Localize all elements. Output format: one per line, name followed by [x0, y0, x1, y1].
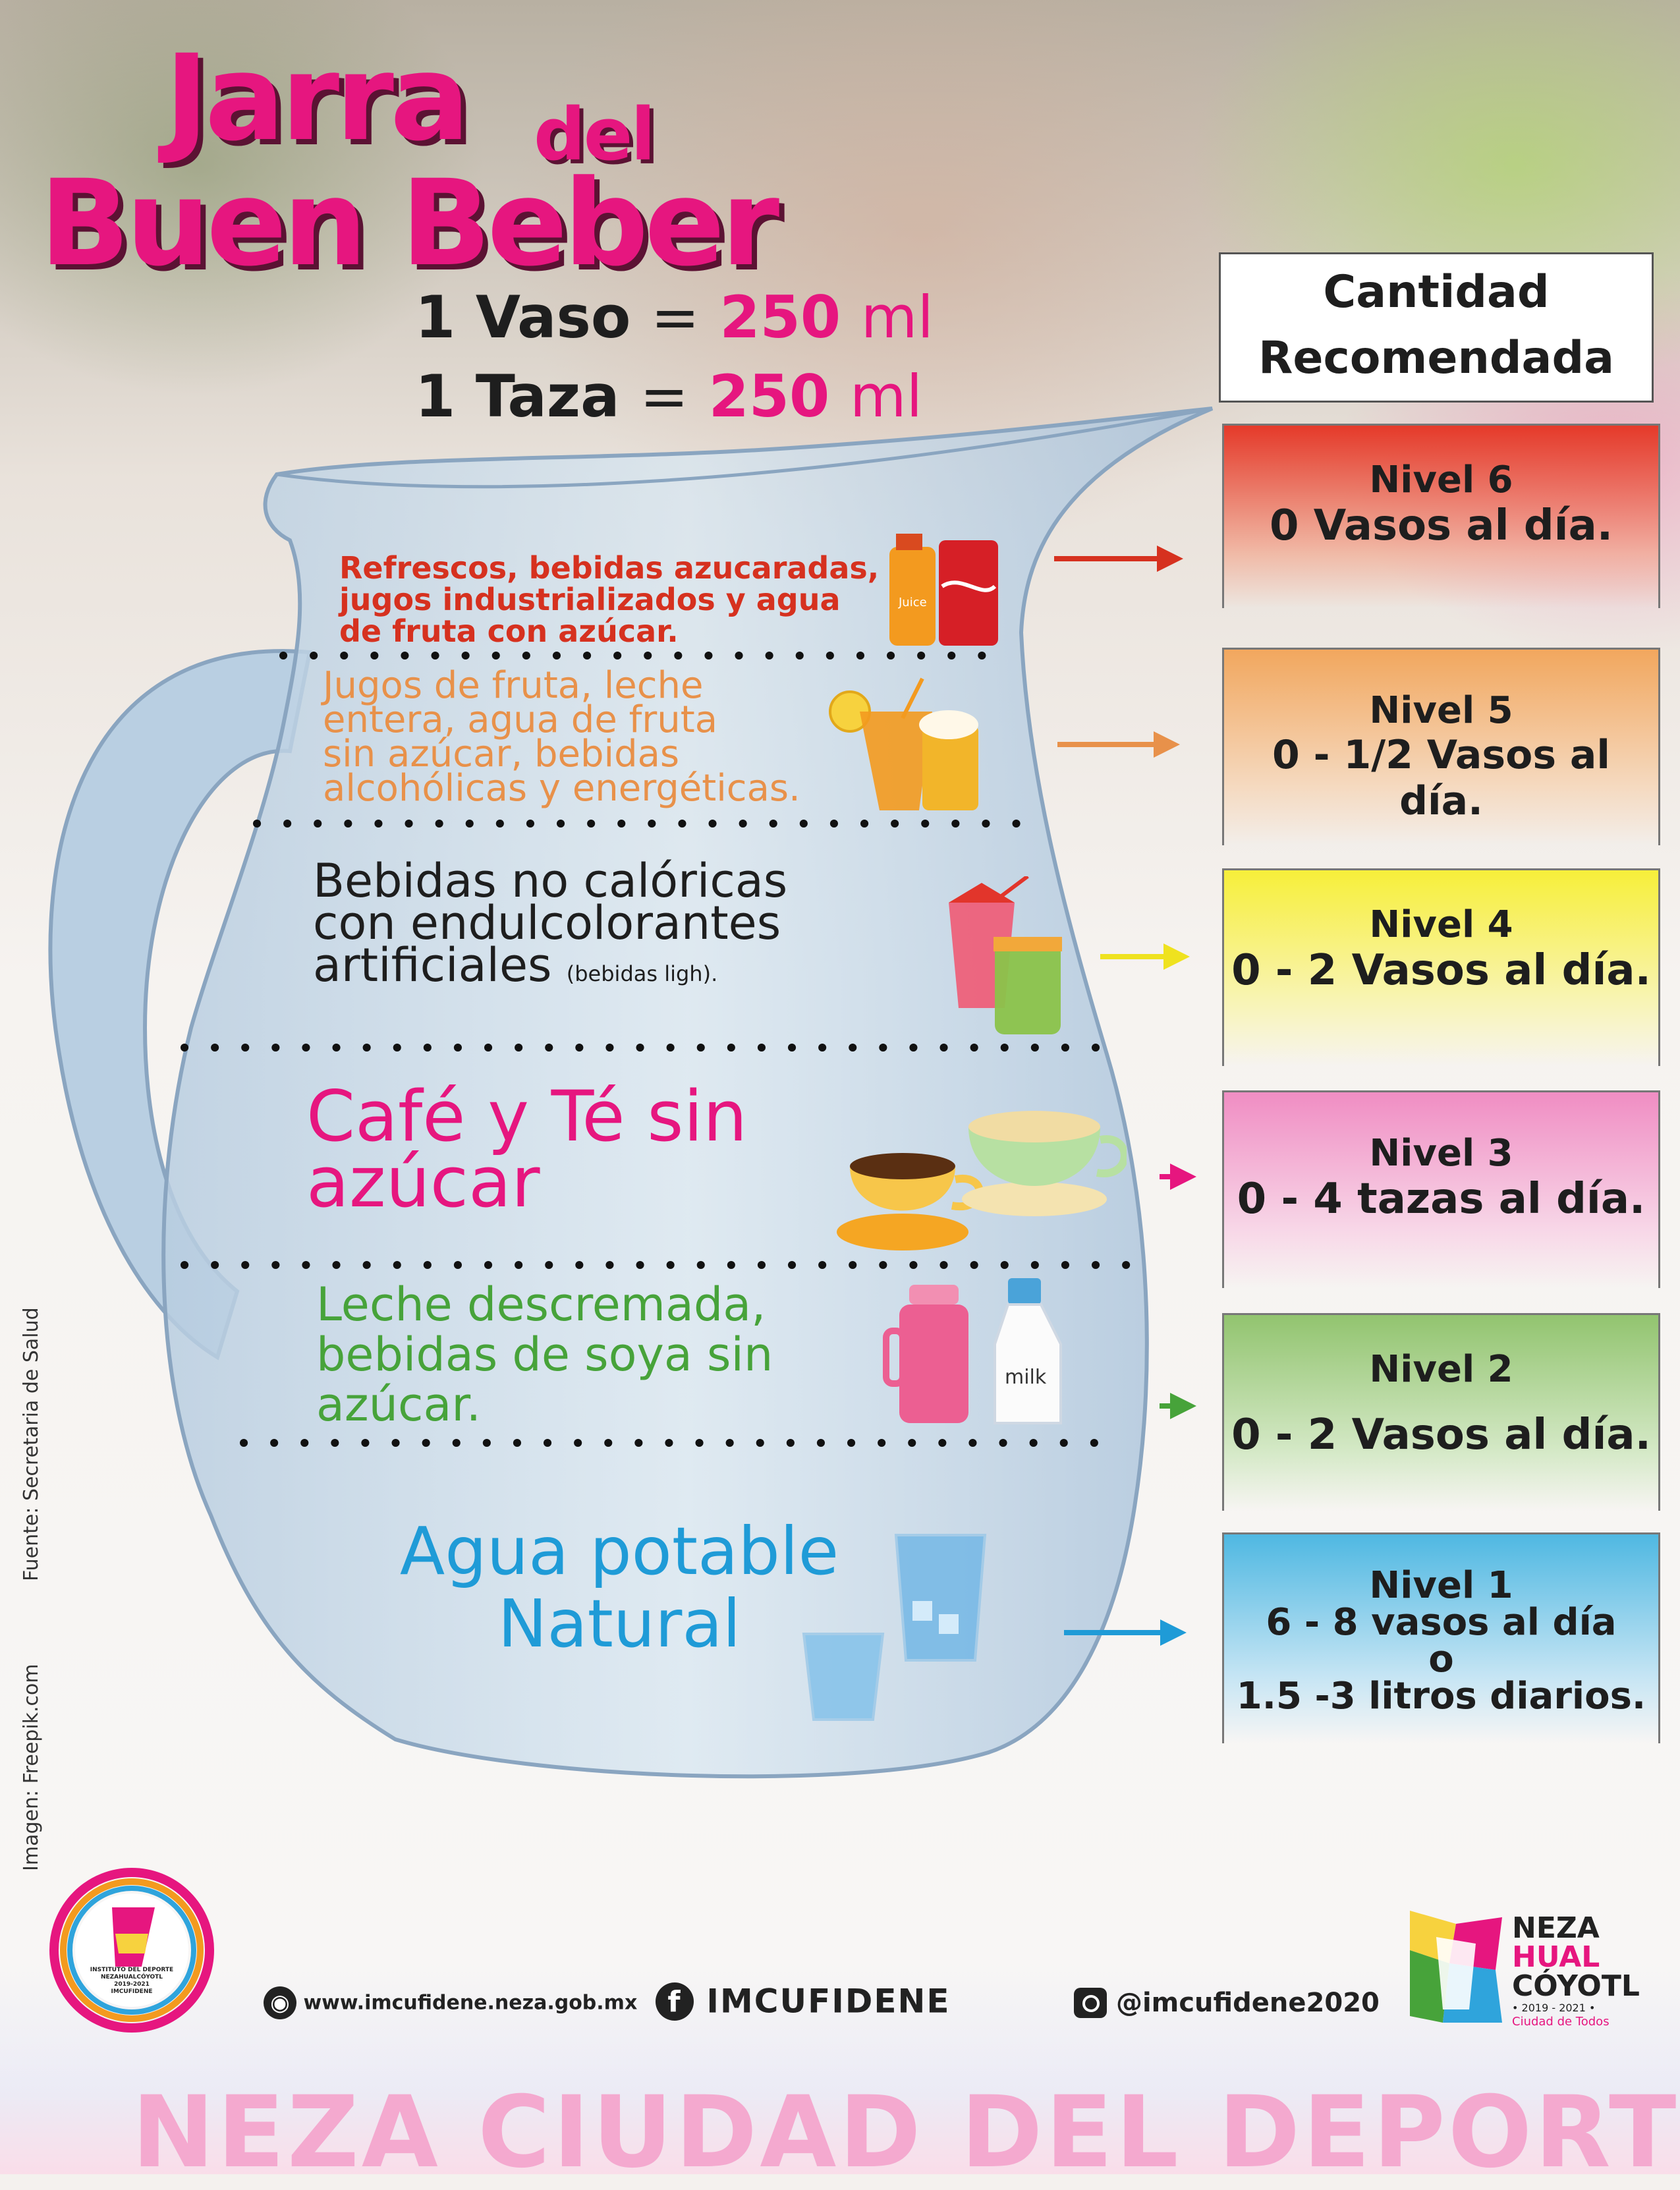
arrow-level-3: [1160, 1164, 1196, 1190]
globe-icon: ◉: [264, 1986, 296, 2019]
slogan: NEZA CIUDAD DEL DEPORTE: [132, 2075, 1680, 2190]
equivalence-vaso: 1 Vaso = 250 ml: [415, 283, 934, 351]
website-link[interactable]: ◉ www.imcufidene.neza.gob.mx: [264, 1986, 637, 2019]
nezahualcoyotl-logo-mark: [1410, 1911, 1502, 2023]
arrow-level-2: [1160, 1393, 1196, 1419]
nezahualcoyotl-logo-text: NEZA HUAL CÓYOTL • 2019 - 2021 • Ciudad …: [1512, 1911, 1640, 2029]
soda-cans-icon: Juice: [889, 534, 998, 646]
level-4-box: Nivel 4 0 - 2 Vasos al día.: [1222, 868, 1660, 1066]
svg-text:Juice: Juice: [898, 596, 927, 609]
title-line2: Buen Beber: [40, 155, 779, 293]
soft-drinks-icon: [949, 876, 1062, 1034]
equivalence-taza: 1 Taza = 250 ml: [415, 362, 923, 430]
level-2-box: Nivel 2 0 - 2 Vasos al día.: [1222, 1313, 1660, 1511]
arrow-level-1: [1064, 1619, 1187, 1646]
level-6-box: Nivel 6 0 Vasos al día.: [1222, 424, 1660, 608]
category-3-text: Café y Té sin azúcar: [306, 1076, 748, 1223]
category-4-text: Bebidas no calóricas con endulcolorantes…: [313, 854, 788, 992]
title-line1: Jarra: [165, 30, 470, 167]
juice-beer-icon: [829, 677, 978, 810]
level-separators: [181, 652, 1144, 1447]
instagram-icon: [1074, 1988, 1107, 2018]
imcufidene-logo: [49, 1868, 214, 2033]
milk-bottles-icon: milk: [883, 1278, 1062, 1424]
svg-text:milk: milk: [1005, 1366, 1047, 1389]
category-2-text: Leche descremada, bebidas de soya sin az…: [316, 1278, 773, 1432]
arrow-level-6: [1054, 546, 1183, 572]
imcufidene-logo-text: INSTITUTO DEL DEPORTE NEZAHUALCÓYOTL 201…: [90, 1967, 174, 1995]
level-3-box: Nivel 3 0 - 4 tazas al día.: [1222, 1090, 1660, 1288]
category-1-text: Agua potable Natural: [399, 1513, 839, 1662]
instagram-link[interactable]: @imcufidene2020: [1074, 1986, 1380, 2018]
title-del: del: [534, 92, 656, 177]
image-credit: Imagen: Freepik.com: [20, 1664, 43, 1871]
category-5-text: Jugos de fruta, leche entera, agua de fr…: [323, 664, 800, 810]
water-glasses-icon: [802, 1534, 987, 1721]
arrow-level-5: [1057, 731, 1180, 758]
category-6-text: Refrescos, bebidas azucaradas, jugos ind…: [339, 550, 880, 649]
level-5-box: Nivel 5 0 - 1/2 Vasos al día.: [1222, 648, 1660, 845]
facebook-link[interactable]: f IMCUFIDENE: [656, 1980, 951, 2021]
level-1-box: Nivel 1 6 - 8 vasos al día o 1.5 -3 litr…: [1222, 1532, 1660, 1743]
coffee-tea-cups-icon: [837, 1111, 1127, 1250]
arrow-level-4: [1100, 943, 1190, 970]
facebook-icon: f: [656, 1982, 694, 2021]
recommended-amount-header: Cantidad Recomendada: [1219, 252, 1654, 403]
source-credit: Fuente: Secretaria de Salud: [20, 1307, 43, 1581]
